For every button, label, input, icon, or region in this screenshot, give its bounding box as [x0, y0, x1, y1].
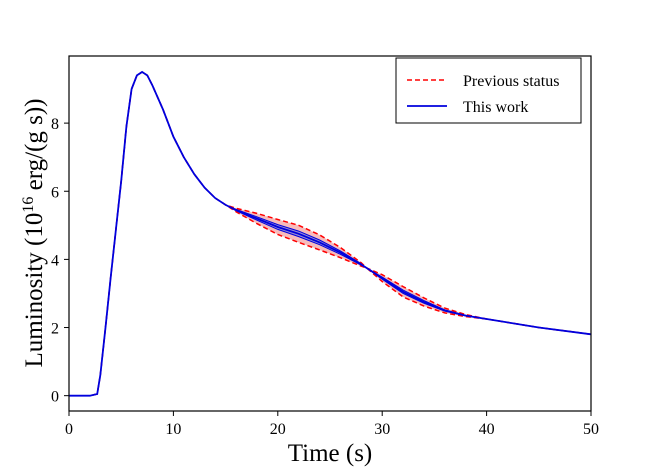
- x-tick-label: 20: [270, 421, 286, 438]
- y-axis-label: Luminosity (1016 erg/(g s)): [20, 99, 48, 368]
- y-axis-label-suffix: erg/(g s)): [21, 99, 48, 197]
- line-this-work: [69, 70, 592, 397]
- x-tick-label: 10: [165, 421, 181, 438]
- x-axis-label: Time (s): [288, 440, 373, 467]
- legend-label-previous-status: Previous status: [463, 73, 559, 90]
- y-axis-label-prefix: Luminosity (10: [21, 213, 48, 368]
- y-tick-label: 0: [51, 389, 59, 406]
- legend-box: [395, 57, 582, 124]
- y-tick-label: 8: [51, 116, 59, 133]
- legend: Previous status This work: [395, 57, 582, 124]
- x-tick-label: 40: [479, 421, 495, 438]
- x-tick-label: 50: [583, 421, 599, 438]
- y-tick-label: 2: [51, 321, 59, 338]
- y-tick-label: 4: [51, 252, 59, 269]
- x-tick-label: 0: [65, 421, 73, 438]
- legend-label-this-work: This work: [463, 99, 528, 116]
- y-tick-label: 6: [51, 184, 59, 201]
- x-tick-label: 30: [374, 421, 390, 438]
- y-axis-label-exponent: 16: [20, 197, 37, 213]
- plot-frame: [68, 55, 592, 412]
